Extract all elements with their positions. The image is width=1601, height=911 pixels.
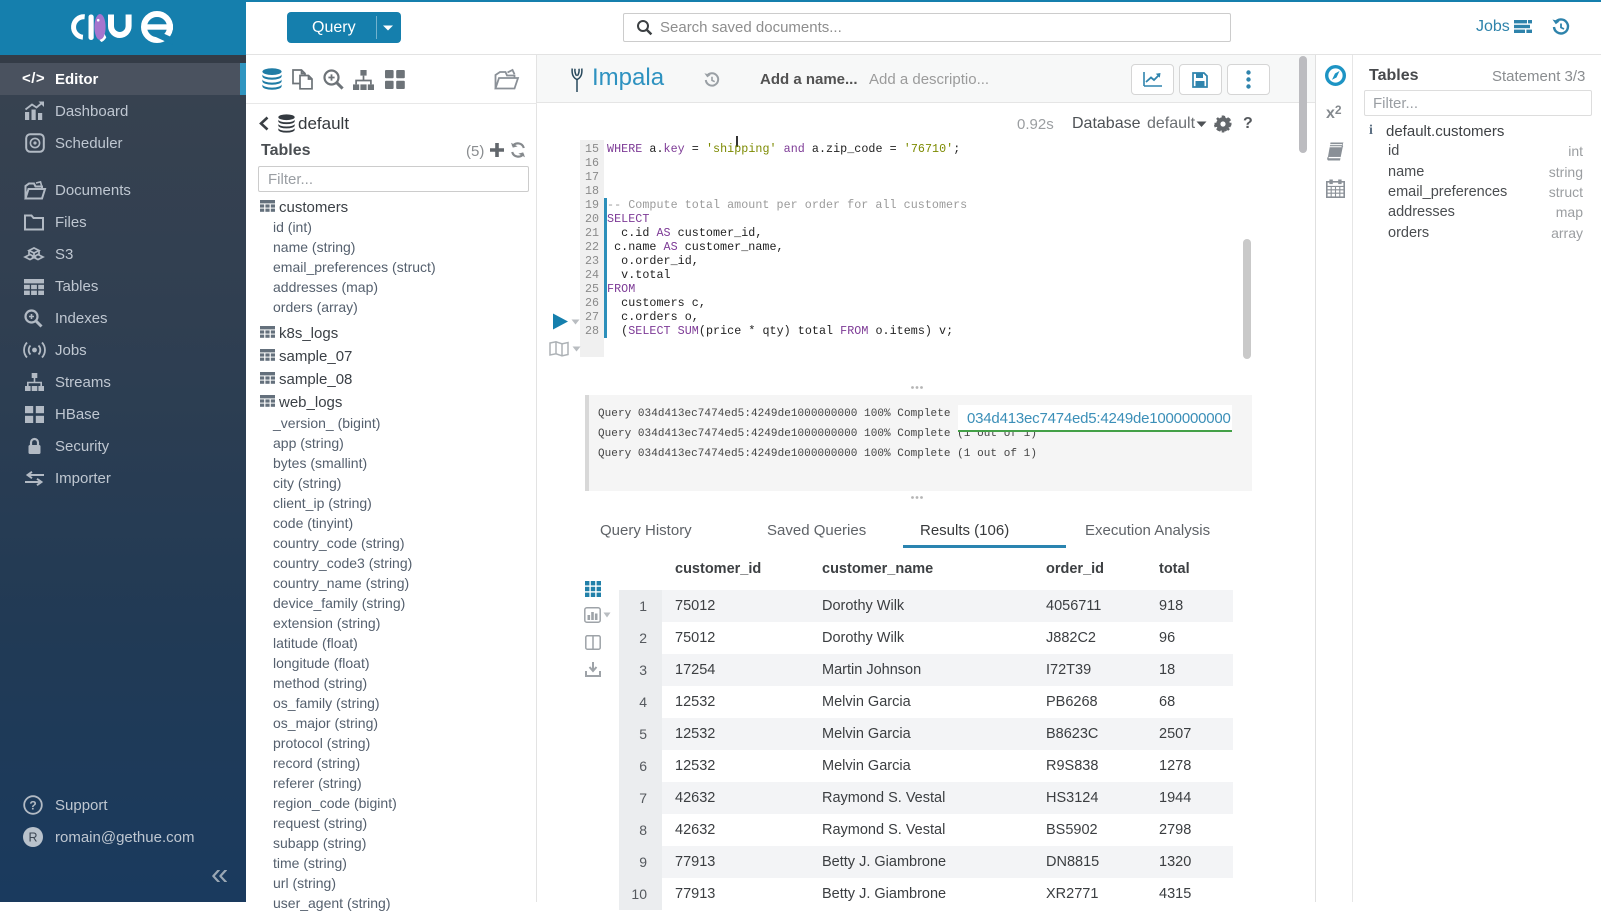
svg-text:?: ? <box>29 798 36 812</box>
svg-text:R: R <box>28 831 37 845</box>
